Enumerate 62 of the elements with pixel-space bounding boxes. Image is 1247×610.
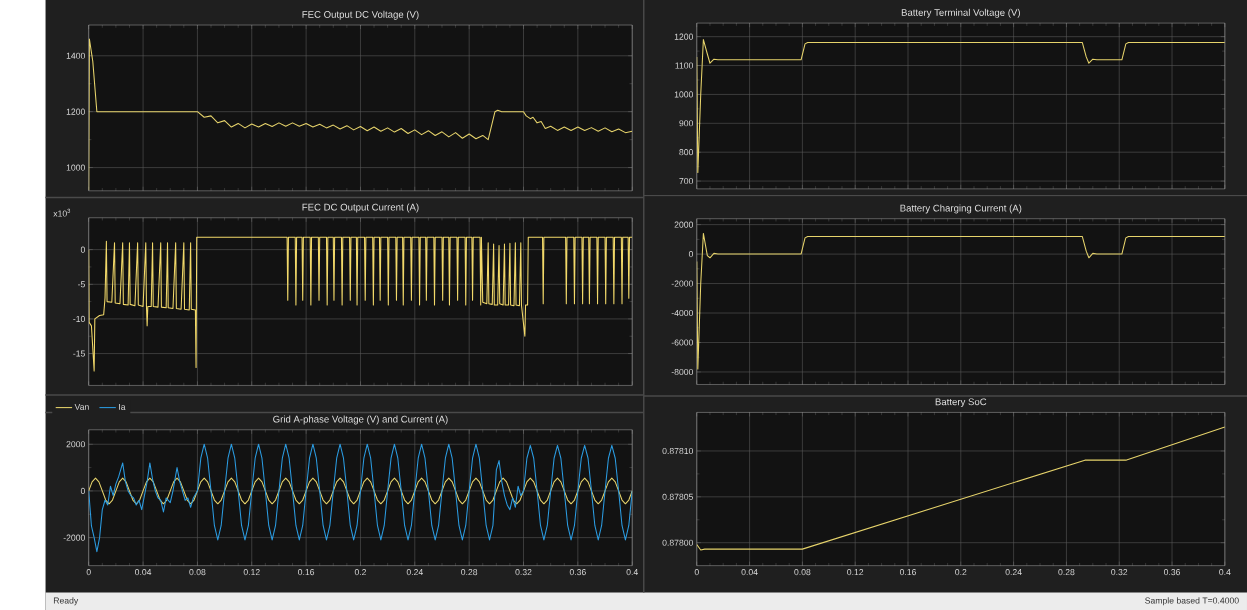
y-tick-label: 1200: [66, 108, 85, 115]
x-tick-label: 0.12: [243, 569, 260, 576]
y-tick-label: -6000: [671, 339, 694, 346]
y-tick-label: 800: [679, 149, 694, 156]
line-series: [88, 443, 633, 553]
text: x10$^{3}$: [53, 208, 71, 217]
y-tick-label: 0.87800: [662, 539, 694, 546]
y-tick-label: 1000: [674, 91, 694, 98]
x-tick-label: 0.36: [1163, 569, 1181, 576]
x-tick-label: 0.08: [794, 569, 811, 576]
legend-label: Ia: [119, 403, 126, 410]
text: Ready: [53, 597, 79, 606]
y-tick-label: -4000: [671, 309, 694, 317]
x-tick-label: 0.16: [298, 569, 315, 576]
x-tick-label: 0.4: [626, 569, 638, 576]
y-tick-label: 0.87805: [662, 493, 694, 500]
chart-title: Battery SoC: [935, 398, 987, 408]
y-tick-label: -5: [78, 281, 85, 288]
x-tick-label: 0.2: [955, 569, 967, 576]
x-tick-label: 0.24: [1005, 569, 1022, 576]
y-tick-label: 0: [688, 251, 694, 258]
chart-title: FEC Output DC Voltage (V): [302, 10, 419, 20]
y-tick-label: -8000: [671, 368, 694, 376]
y-tick-label: 0.87810: [662, 447, 694, 455]
x-tick-label: 0: [694, 569, 699, 576]
x-tick-label: 0.32: [1111, 569, 1128, 576]
x-tick-label: 0.4: [1219, 569, 1231, 576]
line-series: [696, 39, 1225, 173]
y-tick-label: -2000: [671, 280, 694, 287]
y-tick-label: 1000: [66, 164, 85, 171]
x-tick-label: 0.04: [134, 569, 152, 576]
x-tick-label: 0.2: [354, 569, 367, 576]
x-tick-label: 0: [86, 569, 91, 576]
x-tick-label: 0.08: [189, 569, 206, 576]
text: Sample based T=0.4000: [1145, 597, 1239, 606]
chart-title: Grid A-phase Voltage (V) and Current (A): [273, 415, 448, 425]
line-series: [696, 232, 1225, 370]
chart-title: FEC DC Output Current (A): [302, 203, 419, 213]
x-tick-label: 0.24: [406, 569, 423, 576]
x-tick-label: 0.16: [899, 569, 917, 576]
line-series: [696, 426, 1225, 551]
y-tick-label: 1100: [675, 62, 694, 69]
y-tick-label: 2000: [66, 441, 85, 448]
legend-label: Van: [74, 403, 89, 410]
y-tick-label: 700: [679, 178, 694, 185]
x-tick-label: 0.28: [461, 569, 478, 576]
x-tick-label: 0.32: [515, 569, 532, 576]
y-tick-label: 0: [80, 487, 85, 495]
x-tick-label: 0.12: [847, 569, 864, 576]
y-tick-label: -2000: [63, 534, 85, 541]
y-tick-label: 2000: [674, 221, 694, 228]
y-tick-label: -10: [73, 315, 85, 322]
y-tick-label: -15: [73, 350, 85, 357]
chart-title: Battery Terminal Voltage (V): [901, 8, 1020, 18]
y-tick-label: 1400: [66, 52, 85, 59]
x-tick-label: 0.04: [741, 569, 758, 576]
x-tick-label: 0.28: [1058, 569, 1075, 576]
y-tick-label: 900: [679, 120, 694, 127]
x-tick-label: 0.36: [569, 569, 586, 576]
y-tick-label: 1200: [674, 33, 694, 40]
chart-title: Battery Charging Current (A): [900, 204, 1022, 214]
y-tick-label: 0: [80, 246, 85, 253]
